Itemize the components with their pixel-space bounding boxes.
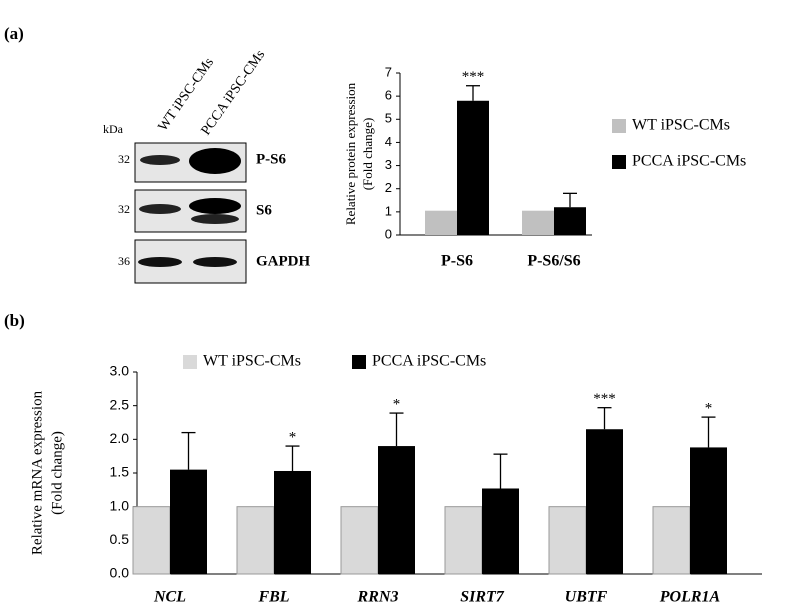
blot-unit: kDa <box>103 122 124 136</box>
y-axis-label: (Fold change) <box>49 431 65 515</box>
significance-label: * <box>705 401 713 417</box>
y-tick-label: 2 <box>385 180 392 195</box>
band <box>193 257 237 267</box>
blot-row-label: S6 <box>256 202 272 218</box>
band <box>140 155 180 165</box>
blot-kda: 36 <box>118 254 130 268</box>
band <box>189 198 241 214</box>
y-tick-label: 0.5 <box>110 531 130 547</box>
bar <box>236 506 275 575</box>
x-tick-label: SIRT7 <box>460 589 505 606</box>
y-axis-label: (Fold change) <box>360 118 375 191</box>
band <box>138 257 182 267</box>
bar <box>690 447 727 574</box>
y-axis-label: Relative protein expression <box>343 82 358 225</box>
band <box>189 148 241 174</box>
y-tick-label: 6 <box>385 88 392 103</box>
western-blot: WT iPSC-CMs PCCA iPSC-CMs kDa 32 32 36 P… <box>103 48 310 284</box>
y-tick-label: 1.5 <box>110 464 130 480</box>
y-tick-label: 0 <box>385 226 392 241</box>
bar <box>340 506 379 575</box>
y-tick-label: 3 <box>385 157 392 172</box>
significance-label: * <box>289 430 297 446</box>
bar <box>548 506 587 575</box>
bar <box>457 100 489 236</box>
bar <box>444 506 483 575</box>
blot-row-label: GAPDH <box>256 253 310 269</box>
y-tick-label: 2.5 <box>110 396 130 412</box>
bar <box>132 506 171 575</box>
legend-swatch <box>612 119 626 133</box>
x-tick-label: P-S6 <box>441 253 473 270</box>
y-tick-label: 0.0 <box>110 565 130 581</box>
y-tick-label: 5 <box>385 111 392 126</box>
bar <box>274 470 311 574</box>
legend-swatch <box>352 355 366 369</box>
bar <box>586 429 623 574</box>
band <box>191 214 239 224</box>
legend-swatch <box>183 355 197 369</box>
bar <box>378 446 415 574</box>
panel-label: (b) <box>4 311 25 330</box>
y-tick-label: 1 <box>385 203 392 218</box>
significance-label: *** <box>462 69 485 85</box>
bar <box>425 210 457 235</box>
y-tick-label: 3.0 <box>110 363 130 379</box>
legend-label: WT iPSC-CMs <box>632 117 730 134</box>
bar <box>482 488 519 574</box>
bar <box>522 210 554 235</box>
significance-label: * <box>393 397 401 413</box>
x-tick-label: RRN3 <box>357 589 399 606</box>
blot-kda: 32 <box>118 202 130 216</box>
x-tick-label: POLR1A <box>659 589 721 606</box>
x-tick-label: UBTF <box>565 589 608 606</box>
legend-label: PCCA iPSC-CMs <box>632 153 746 170</box>
bar <box>170 469 207 574</box>
y-tick-label: 4 <box>385 134 392 149</box>
x-tick-label: NCL <box>153 589 186 606</box>
blot-row-label: P-S6 <box>256 151 287 167</box>
y-tick-label: 7 <box>385 64 392 79</box>
legend-label: WT iPSC-CMs <box>203 353 301 370</box>
legend-swatch <box>612 155 626 169</box>
y-tick-label: 2.0 <box>110 430 130 446</box>
x-tick-label: FBL <box>257 589 289 606</box>
bar <box>652 506 691 575</box>
y-axis-label: Relative mRNA expression <box>29 390 45 555</box>
x-tick-label: P-S6/S6 <box>527 253 580 270</box>
panel-label: (a) <box>4 24 24 43</box>
y-tick-label: 1.0 <box>110 497 130 513</box>
legend-label: PCCA iPSC-CMs <box>372 353 486 370</box>
significance-label: *** <box>593 391 616 407</box>
blot-kda: 32 <box>118 152 130 166</box>
bar <box>554 207 586 235</box>
band <box>139 204 181 214</box>
